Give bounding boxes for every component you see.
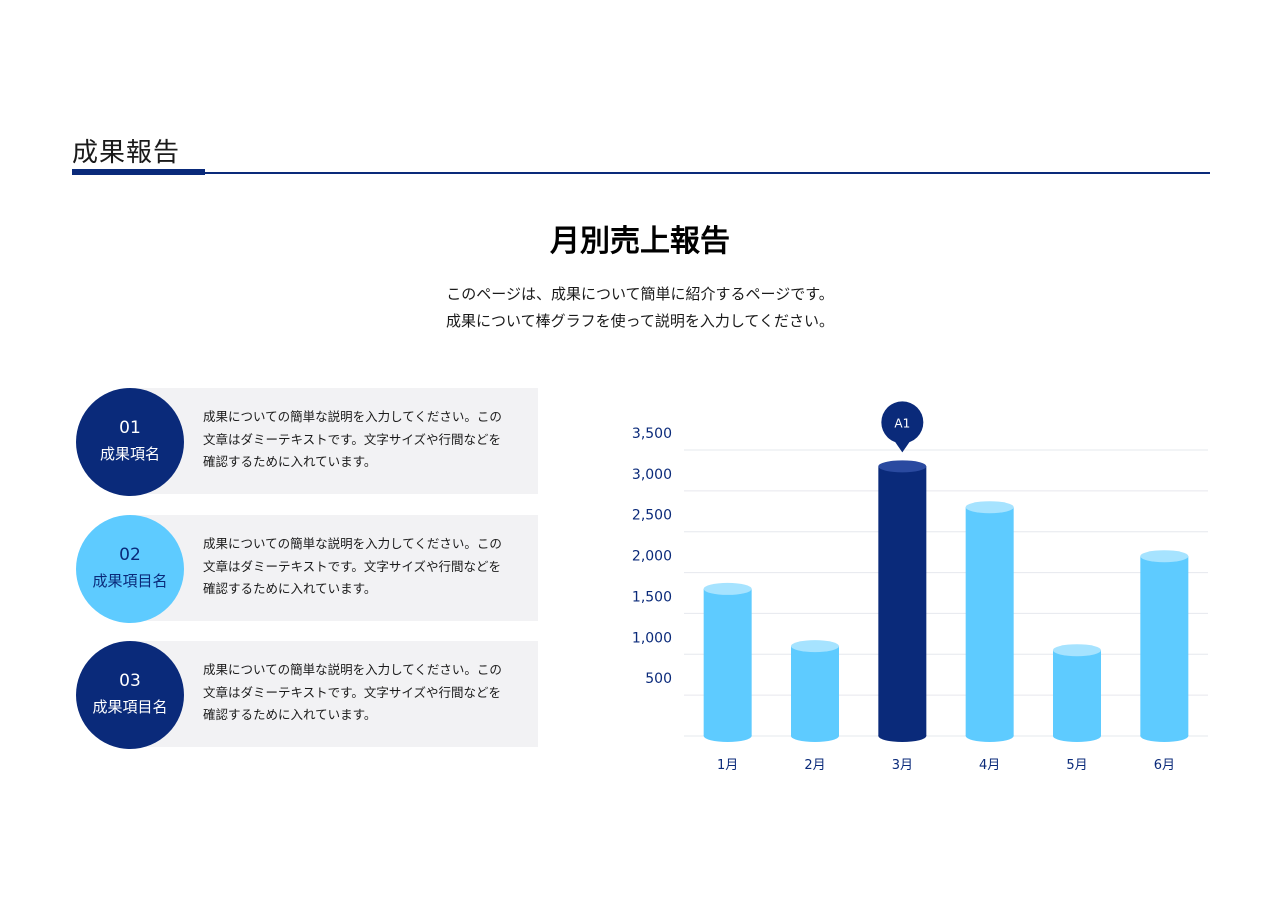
result-item-badge: 03 成果項目名 — [76, 641, 184, 749]
description-text-line: 文章はダミーテキストです。文字サイズや行間などを — [203, 431, 502, 447]
result-item-description: 成果についての簡単な説明を入力してください。この 文章はダミーテキストです。文字… — [203, 659, 523, 727]
x-tick-label: 6月 — [1154, 758, 1175, 773]
title-underline — [72, 172, 1210, 174]
marker-pin — [881, 401, 924, 444]
bar-top — [1053, 644, 1101, 657]
section-title: 成果報告 — [72, 138, 181, 168]
description-text-line: 文章はダミーテキストです。文字サイズや行間などを — [203, 558, 502, 574]
description-text-line: 文章はダミーテキストです。文字サイズや行間などを — [203, 684, 502, 700]
description-text-line: 確認するために入れています。 — [203, 707, 377, 722]
marker-pin-tip — [893, 439, 912, 453]
bar — [1053, 650, 1101, 736]
bar — [878, 466, 927, 736]
x-tick-label: 5月 — [1066, 758, 1087, 773]
result-item-3: 03 成果項目名 成果についての簡単な説明を入力してください。この 文章はダミー… — [76, 641, 540, 751]
description-line-2: 成果について棒グラフを使って説明を入力してください。 — [446, 312, 834, 330]
result-item-1: 01 成果項名 成果についての簡単な説明を入力してください。この 文章はダミーテ… — [76, 388, 540, 498]
result-item-2: 02 成果項目名 成果についての簡単な説明を入力してください。この 文章はダミー… — [76, 515, 540, 625]
bar — [703, 588, 752, 736]
result-item-number: 01 — [119, 418, 141, 438]
bar-top — [965, 501, 1014, 514]
bar-base — [1053, 730, 1101, 742]
result-item-label: 成果項目名 — [92, 698, 168, 716]
bar — [965, 507, 1014, 736]
y-tick-label: 3,000 — [632, 467, 672, 483]
result-item-label: 成果項目名 — [92, 572, 168, 590]
title-underline-accent — [72, 169, 205, 175]
marker-label: A1 — [894, 416, 910, 430]
bar-base — [965, 730, 1014, 742]
result-item-panel — [132, 641, 538, 747]
result-item-description: 成果についての簡単な説明を入力してください。この 文章はダミーテキストです。文字… — [203, 406, 523, 474]
result-item-panel — [132, 388, 538, 494]
y-tick-label: 500 — [645, 671, 672, 687]
description-text-line: 確認するために入れています。 — [203, 581, 377, 596]
y-tick-label: 1,500 — [632, 589, 672, 605]
description-line-1: このページは、成果について簡単に紹介するページです。 — [446, 285, 834, 303]
result-item-number: 03 — [119, 671, 141, 691]
bar-base — [791, 730, 839, 742]
bar — [791, 646, 839, 736]
description-text-line: 確認するために入れています。 — [203, 454, 377, 469]
result-item-description: 成果についての簡単な説明を入力してください。この 文章はダミーテキストです。文字… — [203, 533, 523, 601]
bar-top — [791, 640, 839, 653]
x-tick-label: 4月 — [979, 758, 1000, 773]
description-text-line: 成果についての簡単な説明を入力してください。この — [203, 409, 502, 424]
bar-top — [878, 460, 927, 473]
y-tick-label: 2,500 — [632, 508, 672, 524]
y-tick-label: 3,500 — [632, 426, 672, 442]
result-item-number: 02 — [119, 545, 141, 565]
x-tick-label: 2月 — [804, 758, 825, 773]
bar-chart-svg: 500 1,000 1,500 2,000 2,500 3,000 3,500 1月 2月 3月 A… — [632, 401, 1208, 773]
bar-top — [703, 582, 752, 595]
y-tick-label: 1,000 — [632, 630, 672, 646]
x-tick-label: 3月 — [892, 758, 913, 773]
bar-base — [1140, 730, 1189, 742]
x-tick-label: 1月 — [717, 758, 738, 773]
result-item-badge: 02 成果項目名 — [76, 515, 184, 623]
bar — [1140, 556, 1189, 736]
result-item-badge: 01 成果項名 — [76, 388, 184, 496]
y-tick-label: 2,000 — [632, 549, 672, 565]
result-item-panel — [132, 515, 538, 621]
description-text-line: 成果についての簡単な説明を入力してください。この — [203, 536, 502, 551]
result-item-label: 成果項名 — [99, 445, 160, 463]
page-title: 月別売上報告 — [550, 224, 730, 259]
bar-base — [703, 730, 752, 742]
bar-base — [878, 730, 927, 742]
description-text-line: 成果についての簡単な説明を入力してください。この — [203, 662, 502, 677]
bar-chart: 500 1,000 1,500 2,000 2,500 3,000 3,500 1月 2月 3月 A… — [600, 390, 1240, 800]
bar-top — [1140, 550, 1189, 563]
